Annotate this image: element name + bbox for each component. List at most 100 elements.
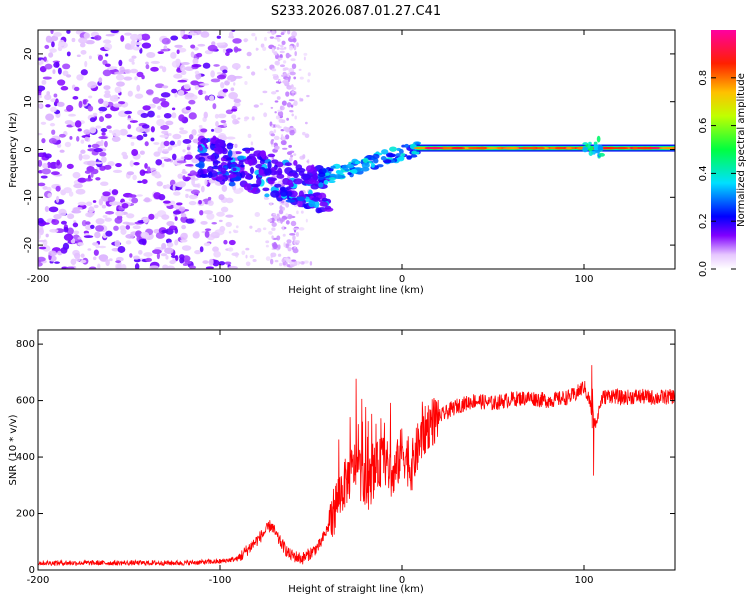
signal-mark [284,162,292,167]
noise-mark [38,182,46,187]
noise-mark [298,68,302,71]
steady-line-mark [476,146,487,150]
noise-mark [102,191,111,197]
steady-line-mark [637,146,654,150]
noise-mark [271,91,277,95]
noise-mark [175,58,181,66]
noise-mark [172,133,182,140]
snr-plot: -200 -100 0 100 0 200 400 600 800 Height of stra… [8,329,676,595]
noise-band-mark [273,135,280,141]
noise-mark [77,201,87,206]
noise-mark [79,42,86,48]
noise-mark [114,217,123,224]
signal-mark [298,190,304,198]
signal-mark [199,146,204,151]
noise-mark [66,163,74,169]
noise-mark [231,150,237,158]
noise-mark [50,30,54,35]
noise-mark [104,63,111,68]
noise-mark [155,159,163,166]
noise-mark [105,258,110,266]
noise-mark [42,76,52,80]
noise-mark [72,96,79,100]
signal-mark [596,135,601,143]
noise-mark [207,196,212,201]
noise-mark [171,88,178,94]
signal-mark [262,187,270,192]
noise-band-mark [278,209,284,215]
noise-mark [121,151,128,157]
signal-mark [370,162,376,168]
noise-mark [127,90,133,97]
signal-mark [245,149,251,154]
noise-mark [264,68,267,71]
noise-mark [188,201,197,206]
noise-mark [92,112,98,117]
noise-mark [115,163,122,168]
steady-line-mark [451,146,463,150]
noise-mark [205,266,214,269]
signal-mark [400,153,406,157]
colorbar-tick-label: 0.6 [698,118,709,134]
noise-mark [234,120,240,125]
signal-mark [354,161,360,165]
noise-mark [150,66,159,72]
noise-mark [66,30,71,34]
noise-mark [268,231,273,235]
noise-mark [170,52,177,59]
signal-mark [264,193,270,198]
noise-mark [231,252,240,257]
noise-mark [151,170,161,177]
noise-mark [178,114,185,122]
noise-band-mark [291,63,297,70]
noise-mark [256,227,262,233]
noise-mark [70,258,77,265]
noise-mark [58,208,67,217]
noise-band-mark [276,96,281,100]
noise-mark [181,34,190,40]
noise-mark [80,139,85,144]
noise-mark [211,128,215,132]
noise-mark [48,52,54,58]
noise-band-mark [294,115,297,120]
colorbar-tick-label: 0.2 [698,213,709,229]
noise-band-mark [285,91,290,97]
noise-mark [204,228,212,232]
noise-mark [107,196,116,203]
noise-mark [72,222,79,228]
signal-mark [295,164,303,171]
noise-mark [94,231,101,239]
noise-mark [159,65,164,69]
noise-mark [99,110,103,114]
noise-mark [125,234,135,239]
signal-mark [269,177,277,182]
noise-mark [225,51,230,56]
noise-band-mark [292,235,296,241]
signal-mark [220,167,227,175]
noise-mark [181,224,187,230]
noise-mark [159,134,169,138]
noise-band-mark [276,38,281,42]
noise-band-mark [280,32,285,36]
noise-band-mark [271,139,275,142]
noise-mark [87,144,92,148]
noise-mark [150,60,160,64]
colorbar-label: Normalized spectral amplitude [736,73,747,227]
noise-mark [231,63,241,70]
signal-mark [313,200,320,209]
noise-mark [60,220,67,225]
noise-band-mark [280,105,283,111]
noise-mark [192,57,199,65]
noise-mark [76,54,81,58]
noise-mark [131,61,135,65]
snr-ticks: -200 -100 0 100 0 200 400 600 800 [16,330,675,586]
noise-mark [212,259,220,267]
noise-mark [216,35,221,39]
noise-mark [63,226,69,233]
signal-mark [276,173,285,179]
noise-mark [105,230,113,237]
signal-mark [245,172,250,176]
noise-mark [232,38,242,44]
noise-mark [74,258,81,262]
noise-mark [60,86,69,91]
